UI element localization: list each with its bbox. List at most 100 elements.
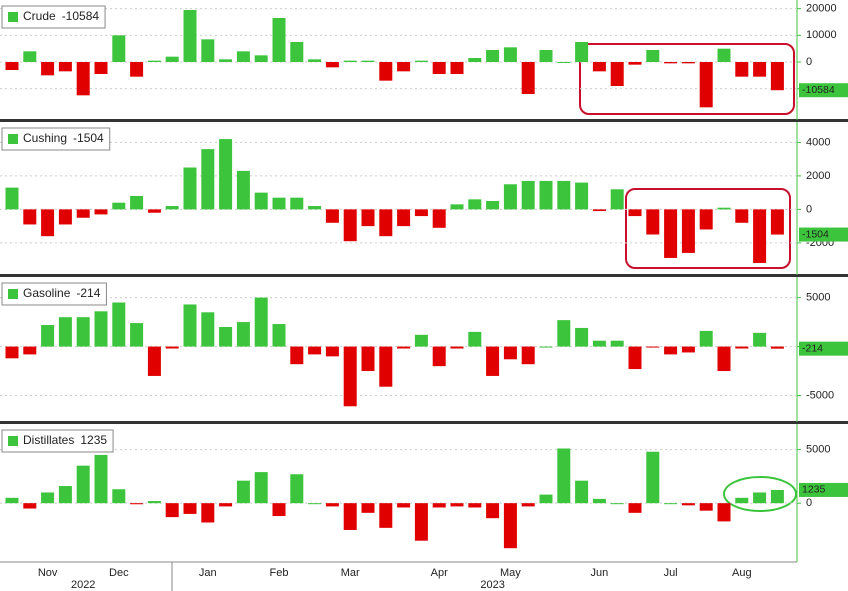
bar	[432, 209, 446, 228]
bar	[699, 330, 713, 347]
legend-swatch	[8, 436, 18, 446]
bar	[610, 189, 624, 210]
bar	[236, 322, 250, 347]
bar	[41, 209, 55, 237]
bar	[539, 346, 553, 348]
bar	[147, 60, 161, 62]
y-tick-label: 0	[806, 203, 812, 215]
bar	[165, 56, 179, 62]
bar	[112, 489, 126, 504]
bar	[432, 62, 446, 74]
bar	[628, 62, 642, 65]
bar	[219, 139, 233, 210]
bar	[236, 51, 250, 62]
bar	[646, 209, 660, 235]
bar	[468, 58, 482, 62]
bar	[343, 209, 357, 242]
bar	[379, 62, 393, 81]
bar	[664, 503, 678, 505]
bar	[646, 346, 660, 348]
bar	[450, 346, 464, 349]
bar	[379, 503, 393, 528]
last-value-label: 1235	[802, 484, 826, 496]
bar	[183, 167, 197, 210]
bar	[468, 503, 482, 508]
x-year-label: 2022	[71, 579, 95, 591]
bar	[147, 501, 161, 504]
bar	[717, 503, 731, 522]
bar	[414, 60, 428, 62]
bar	[183, 10, 197, 62]
bar	[557, 320, 571, 347]
y-tick-label: 0	[806, 56, 812, 68]
bar	[41, 62, 55, 76]
bar	[308, 206, 322, 210]
bar	[76, 209, 90, 218]
bar	[236, 170, 250, 210]
bar	[23, 503, 37, 509]
bar	[58, 317, 72, 347]
bar	[58, 209, 72, 225]
bar	[94, 62, 108, 74]
bar	[361, 503, 375, 513]
x-tick-label: Dec	[109, 567, 129, 579]
bar	[664, 346, 678, 355]
legend-swatch	[8, 134, 18, 144]
bar	[753, 62, 767, 77]
y-tick-label: 10000	[806, 29, 837, 41]
bar	[290, 42, 304, 62]
x-tick-label: Feb	[270, 567, 289, 579]
last-value-box	[799, 341, 848, 356]
last-value-label: -1504	[802, 228, 829, 240]
bar	[753, 332, 767, 347]
bar	[343, 60, 357, 62]
bar	[5, 62, 19, 70]
bar	[165, 503, 179, 518]
bar	[557, 180, 571, 210]
bar	[539, 50, 553, 62]
bar	[681, 503, 695, 506]
bar	[770, 62, 784, 91]
bar	[183, 503, 197, 514]
bar	[5, 497, 19, 504]
bar	[130, 503, 144, 505]
bar	[610, 340, 624, 347]
y-tick-label: 5000	[806, 292, 830, 304]
bar	[272, 324, 286, 347]
legend-name: Crude	[23, 9, 56, 23]
bar	[130, 195, 144, 210]
bar	[112, 35, 126, 62]
bar	[147, 209, 161, 213]
bar	[486, 346, 500, 376]
legend-value: 1235	[80, 433, 107, 447]
bar	[397, 209, 411, 227]
bar	[628, 209, 642, 217]
bar	[592, 209, 606, 212]
bar	[699, 209, 713, 230]
bar	[201, 149, 215, 210]
bar	[130, 323, 144, 347]
bar	[290, 197, 304, 210]
bar	[343, 346, 357, 407]
bar	[450, 503, 464, 507]
bar	[183, 304, 197, 347]
bar	[486, 503, 500, 519]
bar	[575, 480, 589, 504]
bar	[397, 503, 411, 508]
bar	[397, 62, 411, 72]
legend-value: -10584	[62, 9, 100, 23]
bar	[254, 472, 268, 504]
bar	[521, 503, 535, 507]
bar	[5, 187, 19, 210]
highlight-box	[579, 43, 795, 115]
bar	[521, 180, 535, 210]
bar	[592, 498, 606, 504]
bar	[486, 201, 500, 210]
bar	[94, 311, 108, 347]
bar	[201, 312, 215, 347]
bar	[628, 346, 642, 370]
last-value-label: -10584	[802, 84, 835, 96]
bar	[41, 492, 55, 504]
bar	[272, 503, 286, 517]
